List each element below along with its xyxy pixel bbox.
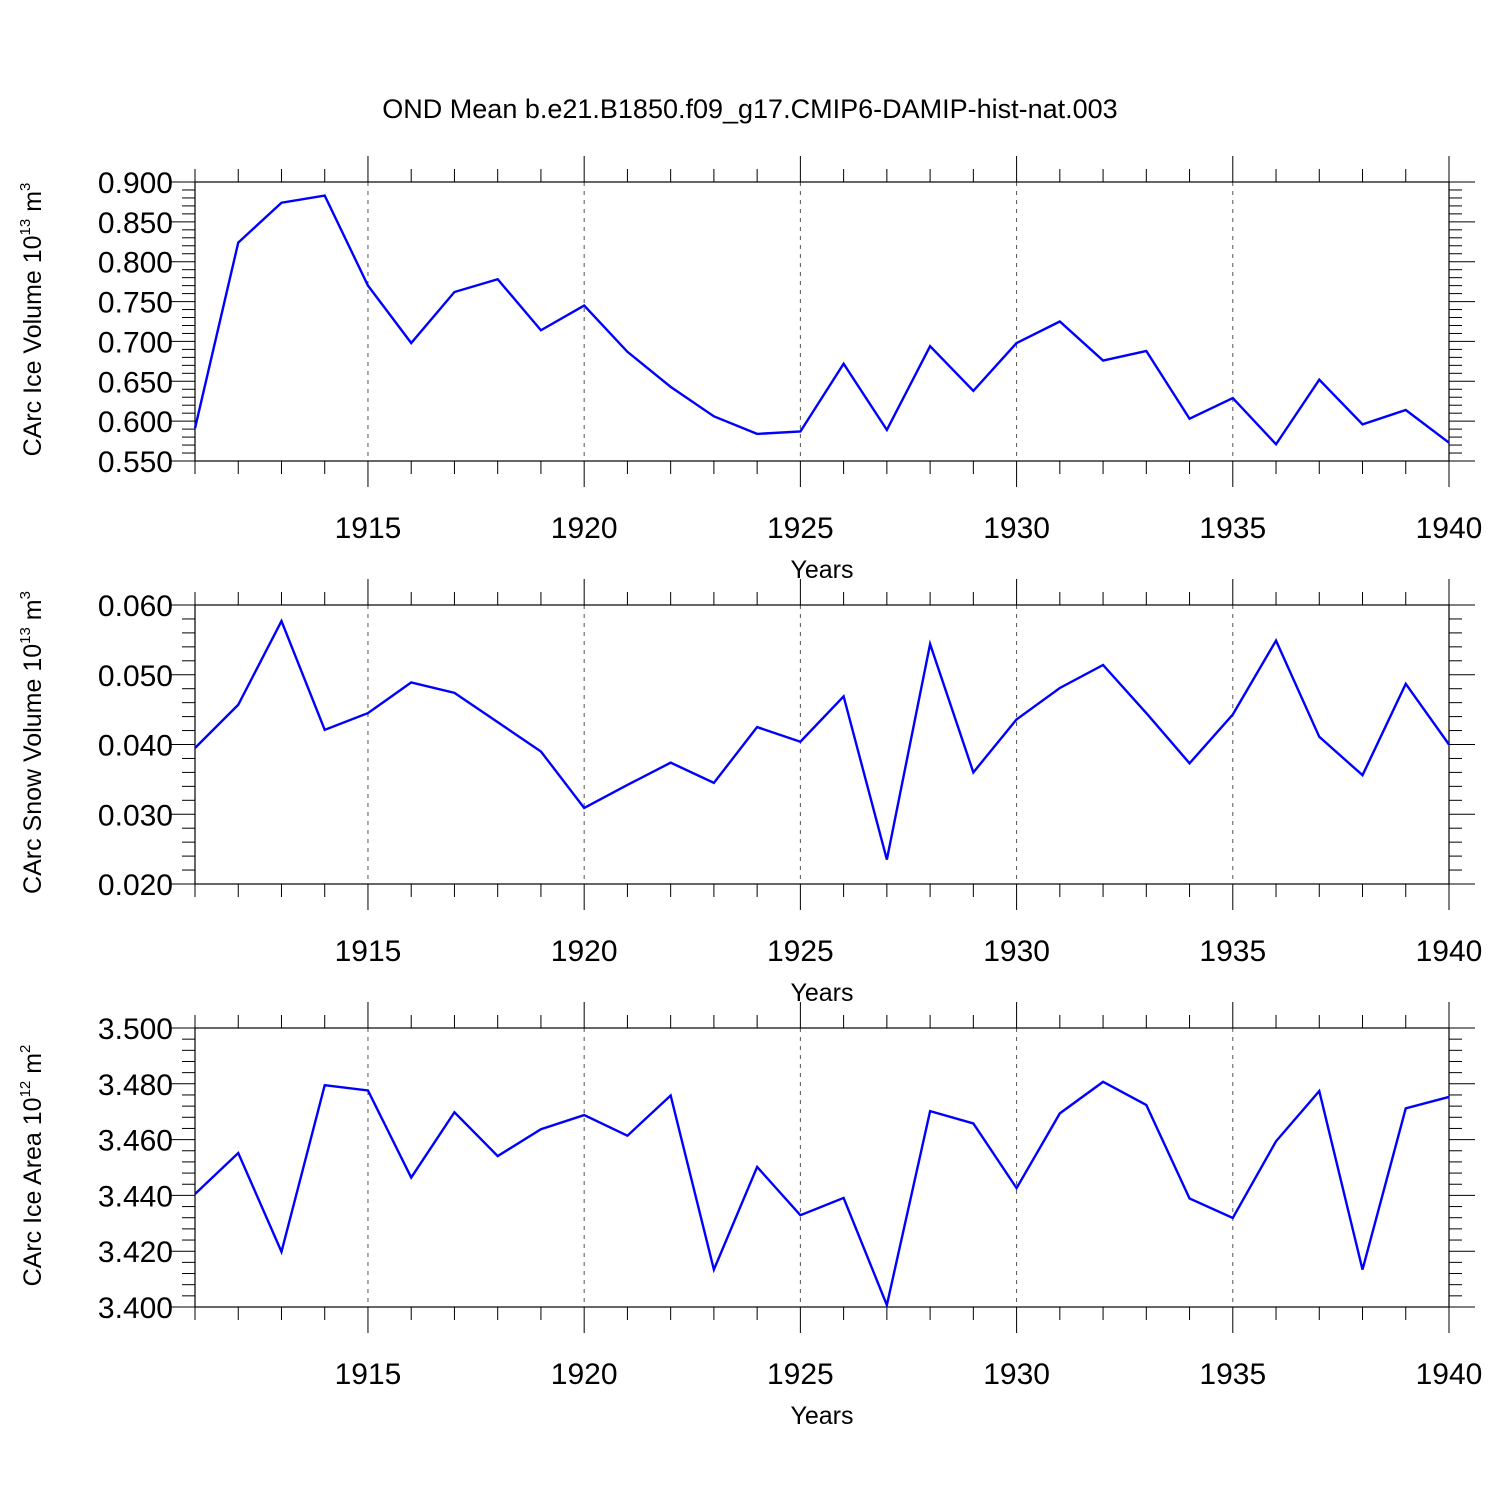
y-axis-unit-power: 3 (17, 591, 34, 599)
x-tick-label: 1920 (551, 512, 618, 545)
x-tick-label: 1920 (551, 935, 618, 968)
y-tick-label: 0.700 (98, 326, 173, 359)
y-axis-label-text: CArc Ice Area 10 (19, 1097, 47, 1286)
y-axis-label: CArc Ice Volume 1013 m3 (17, 183, 47, 457)
x-tick-label: 1915 (335, 935, 402, 968)
x-tick-label: 1940 (1416, 512, 1483, 545)
x-tick-label: 1935 (1199, 935, 1266, 968)
y-axis-unit-power: 3 (17, 183, 34, 191)
y-tick-label: 3.400 (98, 1292, 173, 1325)
y-axis-unit-power: 2 (17, 1045, 34, 1053)
y-tick-label: 0.900 (98, 167, 173, 200)
series-line (194, 618, 1450, 860)
y-axis-unit-exponent: 12 (17, 1081, 34, 1098)
x-axis-label: Years (790, 979, 853, 1007)
y-axis-label-text: CArc Ice Volume 10 (19, 235, 47, 456)
y-tick-label: 0.600 (98, 406, 173, 439)
x-tick-label: 1925 (767, 1358, 834, 1391)
x-tick-label: 1930 (983, 935, 1050, 968)
y-tick-label: 0.800 (98, 247, 173, 280)
y-axis-unit: m (19, 1053, 47, 1081)
x-tick-label: 1915 (335, 512, 402, 545)
x-tick-label: 1935 (1199, 512, 1266, 545)
x-axis-label: Years (790, 556, 853, 584)
panel-2: 0.020 0.030 0.040 0.050 0.060 1915 1920 1925 193… (17, 579, 1482, 1007)
plot-frame (194, 181, 1450, 462)
y-tick-label: 0.750 (98, 287, 173, 320)
x-tick-label: 1940 (1416, 1358, 1483, 1391)
x-tick-label: 1930 (983, 512, 1050, 545)
y-axis-unit: m (19, 599, 47, 627)
x-tick-label: 1920 (551, 1358, 618, 1391)
chart-title: OND Mean b.e21.B1850.f09_g17.CMIP6-DAMIP… (382, 94, 1117, 124)
y-tick-label: 0.020 (98, 869, 173, 902)
y-tick-label: 0.030 (98, 799, 173, 832)
x-tick-label: 1915 (335, 1358, 402, 1391)
series-line (193, 194, 1450, 447)
y-tick-label: 3.440 (98, 1180, 173, 1213)
x-tick-label: 1925 (767, 935, 834, 968)
y-axis-label-text: CArc Snow Volume 10 (19, 644, 47, 894)
x-axis-label: Years (790, 1402, 853, 1430)
y-tick-label: 0.040 (98, 730, 173, 763)
panel-1: 0.550 0.600 0.650 0.700 0.750 0.800 0.850 0.900… (17, 156, 1482, 584)
y-axis-label: CArc Ice Area 1012 m2 (17, 1045, 47, 1287)
y-tick-label: 3.500 (98, 1013, 173, 1046)
y-tick-label: 0.650 (98, 366, 173, 399)
y-axis-label: CArc Snow Volume 1013 m3 (17, 591, 47, 894)
plot-frame (194, 1027, 1450, 1308)
panel-3: 3.400 3.420 3.440 3.460 3.480 3.500 1915 1920 19… (17, 1002, 1482, 1430)
y-tick-label: 0.050 (98, 660, 173, 693)
y-tick-label: 0.850 (98, 207, 173, 240)
y-tick-label: 0.060 (98, 590, 173, 623)
y-axis-unit: m (19, 191, 47, 219)
y-tick-label: 3.460 (98, 1125, 173, 1158)
x-tick-label: 1940 (1416, 935, 1483, 968)
x-tick-label: 1925 (767, 512, 834, 545)
plot-frame (194, 604, 1450, 885)
y-axis-unit-exponent: 13 (17, 627, 34, 644)
y-tick-label: 0.550 (98, 446, 173, 479)
series-line (194, 1080, 1450, 1310)
y-tick-label: 3.480 (98, 1069, 173, 1102)
panels-group: 0.550 0.600 0.650 0.700 0.750 0.800 0.850 0.900… (17, 156, 1482, 1430)
x-tick-label: 1930 (983, 1358, 1050, 1391)
y-tick-label: 3.420 (98, 1236, 173, 1269)
y-axis-unit-exponent: 13 (17, 219, 34, 236)
x-tick-label: 1935 (1199, 1358, 1266, 1391)
